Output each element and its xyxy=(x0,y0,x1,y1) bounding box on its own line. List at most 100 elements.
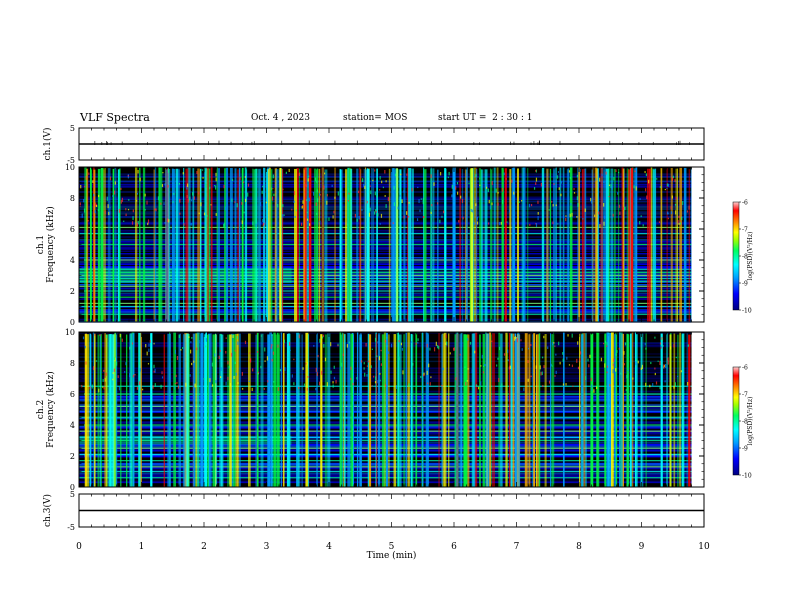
sferic-streak xyxy=(294,168,297,322)
narrowband-line xyxy=(79,226,692,229)
speckle xyxy=(448,171,450,176)
speckle xyxy=(375,209,377,212)
speckle xyxy=(557,171,560,173)
noise-band xyxy=(79,185,692,188)
sferic-streak xyxy=(368,334,372,487)
speckle xyxy=(153,342,155,345)
speckle xyxy=(535,223,537,225)
sferic-streak xyxy=(527,168,529,322)
sferic-streak xyxy=(521,167,524,322)
speckle xyxy=(455,186,457,190)
sferic-streak xyxy=(345,169,348,322)
speckle xyxy=(109,176,112,181)
sferic-streak xyxy=(480,169,484,322)
speckle xyxy=(461,198,464,203)
speckle xyxy=(398,356,400,361)
speckle xyxy=(666,187,668,190)
speckle xyxy=(680,370,683,373)
speckle xyxy=(272,351,275,355)
sferic-streak xyxy=(546,168,549,322)
speckle xyxy=(85,175,87,180)
speckle xyxy=(416,218,419,222)
speckle xyxy=(306,387,308,391)
noise-band xyxy=(79,180,692,183)
sferic-streak xyxy=(163,334,165,487)
speckle xyxy=(104,377,106,382)
sferic-streak xyxy=(536,334,537,487)
sferic-streak xyxy=(677,168,679,322)
speckle xyxy=(356,377,358,380)
speckle xyxy=(385,204,387,208)
no-data-strip xyxy=(691,167,704,322)
sferic-streak xyxy=(303,168,306,322)
speckle xyxy=(175,374,177,378)
noise-band xyxy=(79,221,692,223)
speckle xyxy=(365,343,367,347)
sferic-streak xyxy=(86,168,88,322)
sferic-streak xyxy=(473,167,477,322)
sferic-streak xyxy=(410,333,413,487)
sferic-streak xyxy=(85,333,87,487)
sferic-streak xyxy=(167,167,169,322)
speckle xyxy=(619,211,621,215)
sferic-streak xyxy=(396,333,398,487)
sferic-streak xyxy=(256,332,259,487)
speckle xyxy=(176,356,179,360)
speckle xyxy=(430,174,432,179)
speckle xyxy=(112,195,114,197)
speckle xyxy=(380,213,383,218)
y-tick-label: 2 xyxy=(70,287,75,296)
speckle xyxy=(315,202,317,207)
speckle xyxy=(167,184,169,188)
speckle xyxy=(293,382,295,386)
sferic-streak xyxy=(504,168,507,322)
noise-band xyxy=(79,294,692,296)
noise-band xyxy=(79,176,692,178)
speckle xyxy=(506,221,508,223)
speckle xyxy=(666,183,669,187)
speckle xyxy=(623,363,626,366)
speckle xyxy=(390,343,393,348)
speckle xyxy=(553,183,555,186)
noise-band xyxy=(79,200,692,203)
sferic-streak xyxy=(443,332,447,487)
speckle xyxy=(271,334,273,336)
speckle xyxy=(408,215,410,218)
sferic-streak xyxy=(660,168,663,322)
sferic-streak xyxy=(606,332,610,487)
speckle xyxy=(139,368,141,372)
sferic-streak xyxy=(528,333,531,487)
speckle xyxy=(218,355,220,360)
speckle xyxy=(243,181,245,183)
speckle xyxy=(196,347,198,351)
sferic-streak xyxy=(484,169,488,322)
speckle xyxy=(262,218,264,223)
speckle xyxy=(471,369,473,374)
speckle xyxy=(590,377,592,382)
speckle xyxy=(591,384,593,388)
speckle xyxy=(420,376,422,378)
speckle xyxy=(293,200,295,204)
speckle xyxy=(580,351,582,355)
sferic-streak xyxy=(186,333,189,487)
sferic-streak xyxy=(550,333,552,487)
speckle xyxy=(374,169,376,172)
speckle xyxy=(645,173,648,177)
speckle xyxy=(568,170,571,173)
speckle xyxy=(533,186,536,190)
sferic-streak xyxy=(255,168,258,322)
sferic-streak xyxy=(544,333,547,487)
speckle xyxy=(203,377,205,381)
speckle xyxy=(230,352,233,357)
speckle xyxy=(83,208,86,213)
sferic-streak xyxy=(92,167,95,322)
speckle xyxy=(569,176,571,179)
sferic-streak xyxy=(114,332,117,487)
speckle xyxy=(562,383,565,386)
y-tick-label: 0 xyxy=(70,483,75,492)
noise-band xyxy=(79,292,692,294)
sferic-streak xyxy=(463,334,466,487)
speckle xyxy=(95,205,98,207)
noise-band xyxy=(79,214,692,216)
sferic-streak xyxy=(615,332,618,487)
